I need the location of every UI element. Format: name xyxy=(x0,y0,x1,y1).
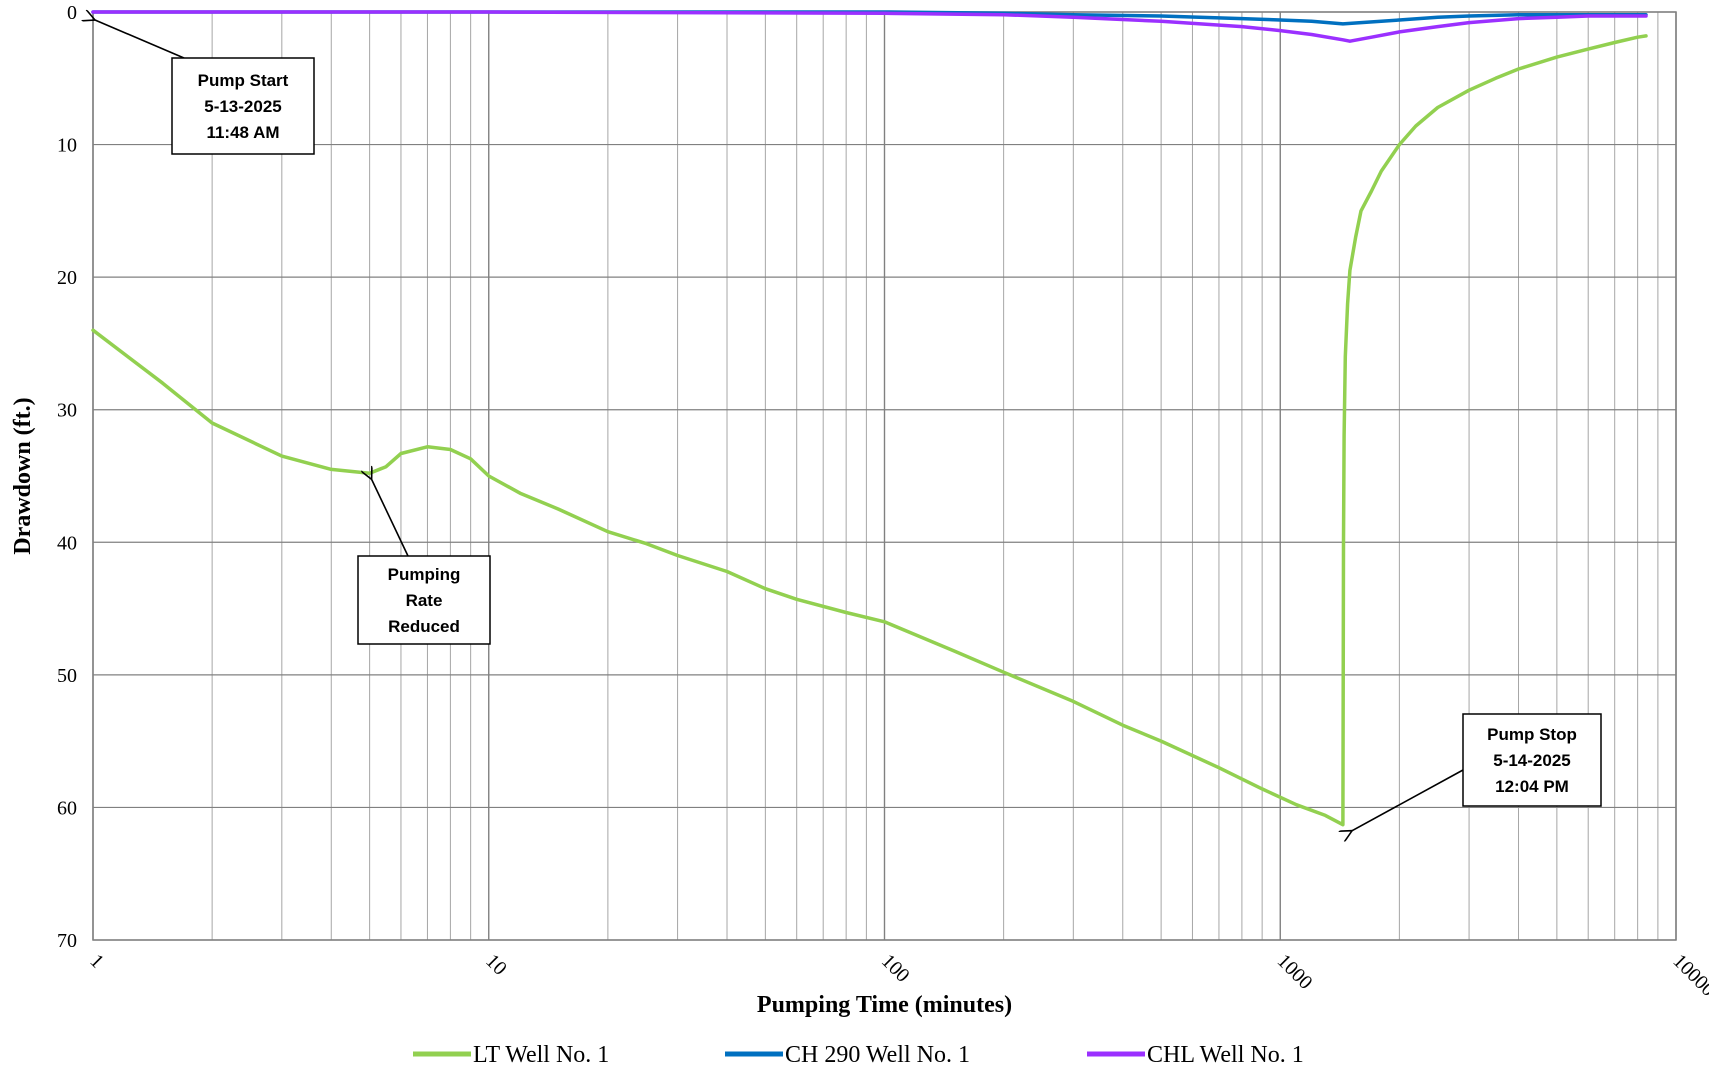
callout-line: Pump Start xyxy=(198,71,289,90)
series-line-1 xyxy=(91,34,1648,827)
callout-line: 5-14-2025 xyxy=(1493,751,1571,770)
y-tick-label: 50 xyxy=(57,665,77,687)
callout-line: Reduced xyxy=(388,617,460,636)
callout-box xyxy=(357,555,491,645)
legend-item-1: LT Well No. 1 xyxy=(413,1042,609,1066)
y-tick-label: 0 xyxy=(67,2,77,24)
legend-label: CH 290 Well No. 1 xyxy=(785,1042,970,1066)
callout-box xyxy=(1462,713,1602,807)
callout-pump-start: Pump Start 5-13-2025 11:48 AM xyxy=(95,20,315,155)
legend: LT Well No. 1 CH 290 Well No. 1 CHL Well N… xyxy=(413,1042,1304,1066)
callout-arrow xyxy=(1352,769,1464,831)
y-tick-label: 40 xyxy=(57,532,77,554)
y-tick-label: 70 xyxy=(57,930,77,952)
legend-item-3: CHL Well No. 1 xyxy=(1087,1042,1304,1066)
y-tick-labels: 0 10 20 30 40 50 60 70 xyxy=(57,2,77,952)
legend-item-2: CH 290 Well No. 1 xyxy=(725,1042,970,1066)
y-tick-label: 10 xyxy=(57,135,77,157)
callout-line: Rate xyxy=(406,591,443,610)
callout-line: 12:04 PM xyxy=(1495,777,1569,796)
callout-line: Pumping xyxy=(388,565,461,584)
callout-arrow xyxy=(372,479,409,557)
x-axis-title: Pumping Time (minutes) xyxy=(757,992,1012,1018)
series-line-3 xyxy=(91,10,1648,43)
callout-rate-reduced: Pumping Rate Reduced xyxy=(357,479,491,645)
y-tick-label: 30 xyxy=(57,400,77,422)
legend-label: CHL Well No. 1 xyxy=(1147,1042,1304,1066)
series-layer xyxy=(91,10,1648,827)
y-axis-title: Drawdown (ft.) xyxy=(10,397,36,554)
callout-line: 11:48 AM xyxy=(206,123,279,142)
legend-label: LT Well No. 1 xyxy=(473,1042,609,1066)
callout-box xyxy=(171,57,315,155)
y-tick-label: 20 xyxy=(57,267,77,289)
y-tick-label: 60 xyxy=(57,797,77,819)
callout-line: Pump Stop xyxy=(1487,725,1577,744)
callout-line: 5-13-2025 xyxy=(204,97,282,116)
callout-pump-stop: Pump Stop 5-14-2025 12:04 PM xyxy=(1352,713,1602,831)
callout-arrow xyxy=(95,20,185,59)
annotations-layer: Pump Start 5-13-2025 11:48 AM Pumping Rate Re… xyxy=(95,20,1602,831)
